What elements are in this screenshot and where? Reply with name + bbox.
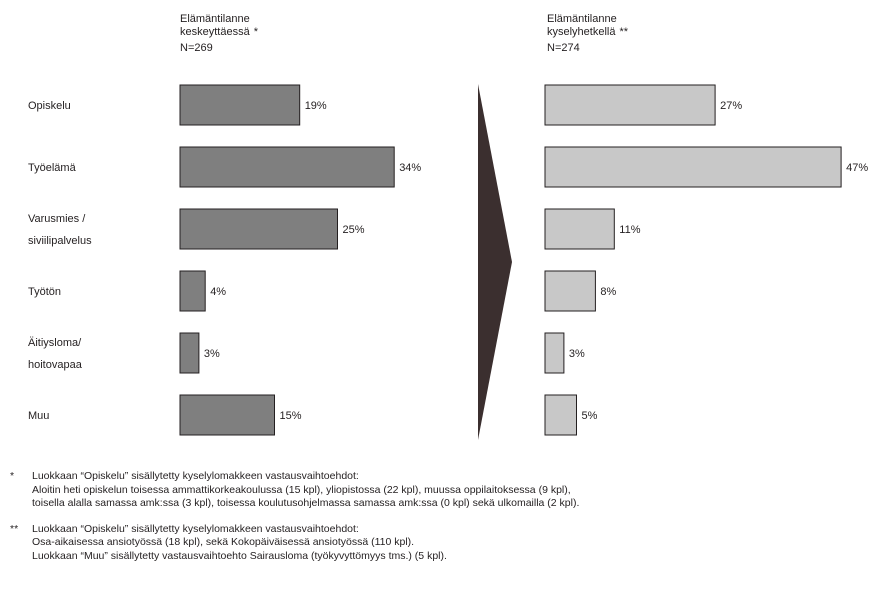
category-label-0: Opiskelu xyxy=(28,100,71,112)
value-label-s2-1: 47% xyxy=(846,162,868,174)
category-label-4-line-1: hoitovapaa xyxy=(28,359,83,371)
footnotes: * Luokkaan “Opiskelu” sisällytetty kysel… xyxy=(10,470,579,575)
series-1-marker: * xyxy=(253,26,258,38)
series-2-header: Elämäntilanne kyselyhetkellä ** N=274 xyxy=(547,13,628,55)
series-1-n: N=269 xyxy=(180,42,213,54)
series-1-header: Elämäntilanne keskeyttäessä * N=269 xyxy=(180,13,258,55)
footnote-1-marker: * xyxy=(10,470,15,482)
category-label-2: Varusmies / siviilipalvelus xyxy=(28,213,92,247)
bar-s2-0 xyxy=(544,84,716,126)
series-1-header-line-1: Elämäntilanne xyxy=(180,13,250,25)
bar-s1-1 xyxy=(179,146,395,188)
bar-s1-4 xyxy=(179,332,200,374)
value-label-s1-5: 15% xyxy=(280,410,302,422)
value-label-s1-3: 4% xyxy=(210,286,226,298)
category-label-5: Muu xyxy=(28,410,49,422)
category-label-4-line-0: Äitiysloma/ xyxy=(28,337,82,349)
bar-s2-2 xyxy=(544,208,615,250)
footnote-1-line-2: Aloitin heti opiskelun toisessa ammattik… xyxy=(32,483,571,496)
category-label-4: Äitiysloma/hoitovapaa xyxy=(28,337,83,371)
bar-s1-0 xyxy=(179,84,301,126)
category-label-1: Työelämä xyxy=(28,162,77,174)
footnote-1: * Luokkaan “Opiskelu” sisällytetty kysel… xyxy=(10,470,579,511)
footnote-2-marker: ** xyxy=(10,522,19,535)
footnote-2-line-3: Luokkaan “Muu” sisällytetty vastausvaiht… xyxy=(32,549,447,562)
category-label-1-line-0: Työelämä xyxy=(28,162,77,174)
category-labels: Opiskelu Työelämä Varusmies / siviilipalvel… xyxy=(28,100,92,422)
category-label-5-line-0: Muu xyxy=(28,410,49,422)
value-label-s1-0: 19% xyxy=(305,100,327,112)
value-label-s2-0: 27% xyxy=(720,100,742,112)
bar-s2-3 xyxy=(544,270,596,312)
bar-s2-1 xyxy=(544,146,842,188)
bar-s1-3 xyxy=(179,270,206,312)
bar-s2-5 xyxy=(544,394,577,436)
footnote-1-line-1: Luokkaan “Opiskelu” sisällytetty kyselyl… xyxy=(32,470,359,482)
series-1-header-line-2: keskeyttäessä xyxy=(180,26,250,38)
series-2-bars: 27% 47% 11% 8% 3% 5% xyxy=(544,84,868,436)
value-label-s2-3: 8% xyxy=(600,286,616,298)
bar-s1-2 xyxy=(179,208,338,250)
value-label-s2-5: 5% xyxy=(582,410,598,422)
bar-chart: Opiskelu Työelämä Varusmies / siviilipalvel… xyxy=(28,84,868,440)
category-label-3: Työtön xyxy=(28,286,61,298)
category-label-3-line-0: Työtön xyxy=(28,286,61,298)
category-label-2-line-0: Varusmies / xyxy=(28,213,86,225)
bar-s2-4 xyxy=(544,332,565,374)
transition-arrow xyxy=(478,84,512,440)
footnote-2: ** Luokkaan “Opiskelu” sisällytetty kyse… xyxy=(10,523,579,564)
category-label-2-line-1: siviilipalvelus xyxy=(28,235,92,247)
footnote-1-line-3: toisella alalla samassa amk:ssa (3 kpl),… xyxy=(32,497,580,509)
bar-s1-5 xyxy=(179,394,275,436)
footnote-2-line-1: Luokkaan “Opiskelu” sisällytetty kyselyl… xyxy=(32,522,359,535)
series-2-header-line-1: Elämäntilanne xyxy=(547,13,617,25)
value-label-s1-1: 34% xyxy=(399,162,421,174)
category-label-0-line-0: Opiskelu xyxy=(28,100,71,112)
value-label-s2-2: 11% xyxy=(619,224,640,236)
series-2-n: N=274 xyxy=(547,42,580,54)
series-1-bars: 19% 34% 25% 4% 3% 15% xyxy=(179,84,421,436)
series-2-marker: ** xyxy=(619,26,629,38)
value-label-s2-4: 3% xyxy=(569,348,585,360)
value-label-s1-4: 3% xyxy=(204,348,220,360)
footnote-2-line-2: Osa-aikaisessa ansiotyössä (18 kpl), sek… xyxy=(32,536,415,548)
series-2-header-line-2: kyselyhetkellä xyxy=(547,26,616,38)
value-label-s1-2: 25% xyxy=(343,224,365,236)
